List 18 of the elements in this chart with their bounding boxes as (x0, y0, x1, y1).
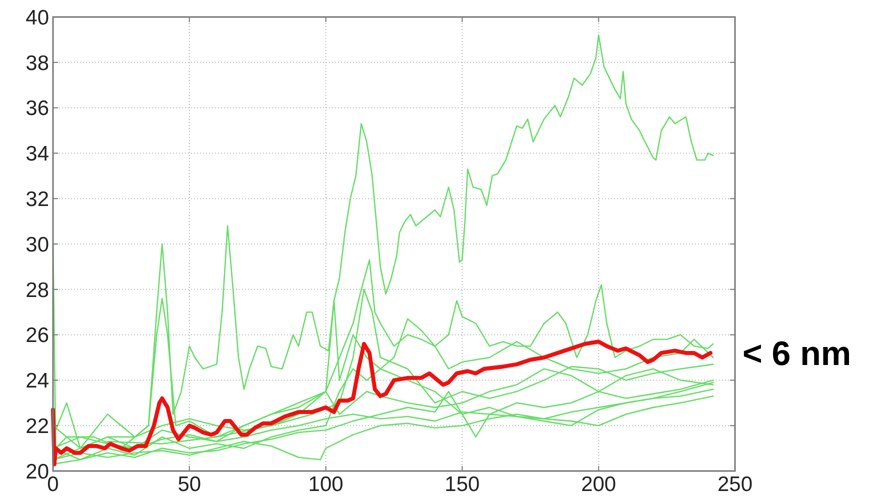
y-tick-label: 24 (26, 370, 50, 393)
y-tick-label: 36 (26, 97, 49, 120)
x-tick-label: 200 (581, 473, 616, 496)
y-tick-label: 40 (26, 6, 49, 30)
annotation: < 6 nm (742, 334, 852, 373)
y-tick-label: 22 (26, 414, 49, 438)
y-tick-label: 26 (26, 324, 49, 348)
x-tick-label: 0 (47, 473, 59, 496)
y-tick-label: 28 (26, 278, 49, 302)
x-tick-label: 50 (178, 473, 202, 496)
x-tick-label: 150 (444, 473, 480, 496)
x-tick-label: 250 (717, 473, 753, 496)
y-tick-label: 30 (26, 233, 49, 256)
y-tick-label: 38 (26, 52, 49, 75)
y-tick-label: 20 (26, 460, 49, 484)
y-tick-label: 34 (26, 142, 50, 166)
y-tick-label: 32 (26, 188, 49, 211)
x-tick-label: 100 (308, 473, 344, 496)
